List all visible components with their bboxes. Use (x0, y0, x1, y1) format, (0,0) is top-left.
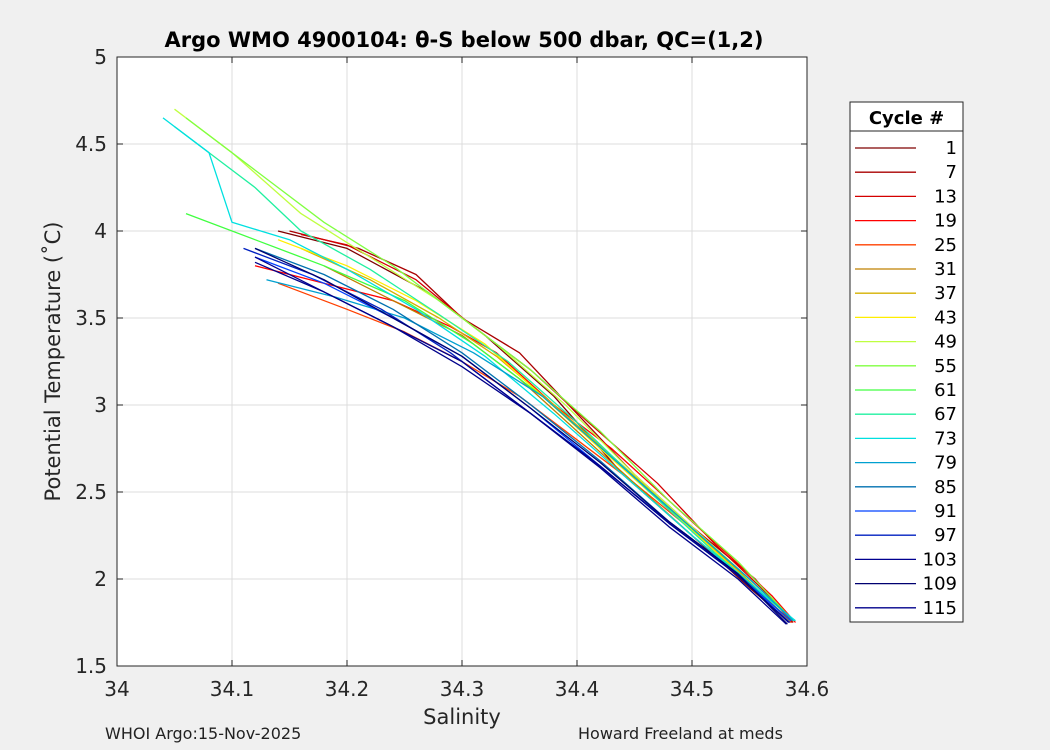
series-line-cycle-73 (162, 117, 796, 622)
series-line-cycle-67 (174, 126, 795, 622)
legend-label-73: 73 (934, 428, 957, 449)
legend-label-85: 85 (934, 477, 957, 498)
legend-label-55: 55 (934, 356, 957, 377)
legend-label-7: 7 (946, 162, 957, 183)
y-tick-label: 4 (94, 219, 107, 243)
legend-label-115: 115 (923, 598, 957, 619)
x-tick-label: 34.2 (325, 677, 370, 701)
x-tick-label: 34.4 (555, 677, 600, 701)
legend-label-13: 13 (934, 186, 957, 207)
series-line-cycle-115 (254, 261, 787, 625)
y-tick-label: 2.5 (75, 480, 107, 504)
y-tick-label: 3.5 (75, 306, 107, 330)
y-tick-label: 4.5 (75, 132, 107, 156)
y-tick-label: 1.5 (75, 654, 107, 678)
x-axis-label: Salinity (423, 705, 501, 729)
x-tick-label: 34.5 (670, 677, 715, 701)
footer-author: Howard Freeland at meds (578, 724, 783, 743)
x-tick-label: 34.6 (785, 677, 830, 701)
legend-label-25: 25 (934, 235, 957, 256)
legend-label-61: 61 (934, 380, 957, 401)
legend-label-79: 79 (934, 453, 957, 474)
legend-label-1: 1 (946, 138, 957, 159)
footer-source-date: WHOI Argo:15-Nov-2025 (105, 724, 302, 743)
legend-label-67: 67 (934, 404, 957, 425)
legend-label-49: 49 (934, 332, 957, 353)
legend-title: Cycle # (869, 108, 944, 129)
legend-label-109: 109 (923, 574, 957, 595)
legend-label-43: 43 (934, 307, 957, 328)
legend-label-19: 19 (934, 211, 957, 232)
x-tick-label: 34.3 (440, 677, 485, 701)
chart-title: Argo WMO 4900104: θ-S below 500 dbar, QC… (165, 28, 764, 52)
y-axis-label: Potential Temperature (˚C) (41, 222, 65, 502)
x-tick-label: 34 (104, 677, 129, 701)
legend-label-97: 97 (934, 525, 957, 546)
series-line-cycle-37 (300, 247, 791, 622)
legend-label-31: 31 (934, 259, 957, 280)
legend-label-37: 37 (934, 283, 957, 304)
series-line-cycle-55 (185, 117, 794, 622)
legend-label-103: 103 (923, 549, 957, 570)
y-tick-label: 3 (94, 393, 107, 417)
y-tick-label: 5 (94, 45, 107, 69)
y-tick-label: 2 (94, 567, 107, 591)
series-line-cycle-79 (266, 279, 794, 622)
legend-label-91: 91 (934, 501, 957, 522)
x-tick-label: 34.1 (210, 677, 255, 701)
series-line-cycle-109 (254, 247, 788, 625)
